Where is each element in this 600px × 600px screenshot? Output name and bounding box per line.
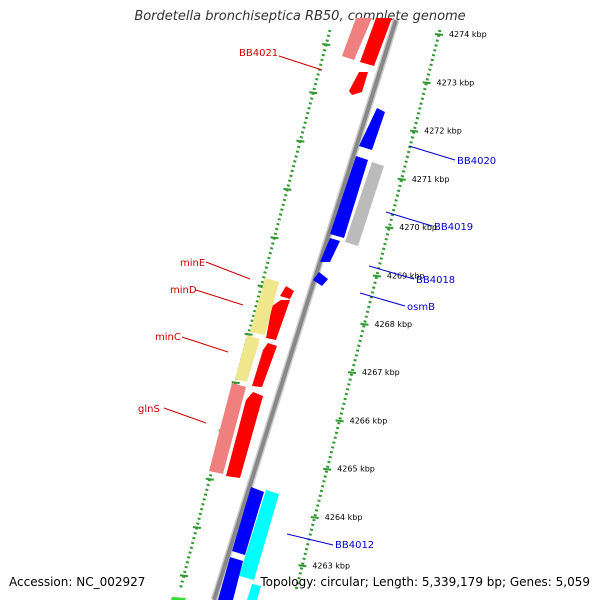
- gene-small-red-top[interactable]: [349, 72, 368, 95]
- ruler-tick: [372, 274, 381, 278]
- gene-mind[interactable]: [266, 300, 290, 340]
- inner-ruler-tick: [205, 477, 214, 481]
- ruler-tick-label: 4273 kbp: [437, 78, 475, 87]
- label-osmb[interactable]: osmB: [407, 302, 435, 313]
- gene-special-2: [235, 335, 260, 382]
- ruler-tick: [410, 129, 419, 133]
- inner-ruler-tick: [192, 526, 201, 529]
- leader-glns: [163, 407, 207, 424]
- gene-glns[interactable]: [226, 392, 263, 478]
- label-bb4018[interactable]: BB4018: [416, 275, 455, 286]
- ruler-tick: [434, 33, 444, 36]
- leader-bb4012: [286, 533, 334, 546]
- label-leaders: [163, 55, 456, 546]
- ruler-tick-label: 4272 kbp: [424, 127, 462, 136]
- leader-mind: [195, 289, 244, 306]
- gene-bb4021-rna[interactable]: [342, 18, 372, 60]
- gene-bb4012[interactable]: [232, 487, 264, 555]
- ruler-tick-label: 4270 kbp: [399, 223, 437, 232]
- ruler-tick-label: 4266 kbp: [350, 416, 388, 425]
- leader-bb4020: [408, 145, 456, 161]
- ruler-tick-label: 4263 kbp: [312, 561, 350, 570]
- label-glns[interactable]: glnS: [138, 404, 160, 415]
- ruler-tick: [360, 322, 369, 326]
- ruler-tick-label: 4267 kbp: [362, 368, 400, 377]
- ruler-tick: [347, 371, 357, 375]
- gene-bb4018[interactable]: [320, 238, 340, 262]
- label-mind[interactable]: minD: [170, 285, 197, 296]
- ruler-tick-label: 4269 kbp: [387, 272, 425, 281]
- ruler-ticks: 4274 kbp 4273 kbp 4272 kbp 4271 kbp 4270 kbp…: [179, 30, 487, 578]
- leader-bb4019: [385, 211, 433, 227]
- label-bb4019[interactable]: BB4019: [434, 222, 473, 233]
- leader-bb4021: [278, 55, 323, 71]
- label-minc[interactable]: minC: [155, 332, 181, 343]
- ruler-tick: [385, 226, 394, 230]
- inner-ruler-tick: [322, 43, 331, 46]
- gene-bb4019-pseudo[interactable]: [345, 162, 384, 246]
- inner-ruler-tick: [244, 332, 253, 336]
- inner-ruler-tick: [231, 381, 240, 385]
- gene-special-1: [250, 278, 279, 335]
- genome-backbone-core: [212, 19, 398, 600]
- label-bb4020[interactable]: BB4020: [457, 156, 496, 167]
- ruler-tick-label: 4264 kbp: [325, 513, 363, 522]
- gene-osmb[interactable]: [313, 272, 328, 286]
- ruler-tick: [323, 467, 332, 471]
- inner-ruler-tick: [270, 236, 279, 240]
- label-bb4012[interactable]: BB4012: [335, 540, 374, 551]
- ruler-tick-label: 4265 kbp: [337, 465, 375, 474]
- gene-rna-glns: [209, 383, 246, 474]
- inner-ruler-tick: [179, 574, 189, 578]
- ruler-tick-label: 4274 kbp: [449, 30, 487, 39]
- leader-bb4018: [368, 265, 415, 280]
- gene-blue-bottom[interactable]: [218, 557, 243, 600]
- topology-text: Topology: circular; Length: 5,339,179 bp…: [260, 575, 590, 589]
- accession-text: Accession: NC_002927: [9, 575, 146, 589]
- ruler-tick-label: 4271 kbp: [412, 175, 450, 184]
- inner-ruler-tick: [296, 139, 305, 143]
- ruler-tick: [397, 177, 406, 181]
- gene-mine[interactable]: [280, 286, 294, 299]
- leader-minc: [181, 336, 229, 353]
- leader-mine: [205, 261, 251, 280]
- ruler-tick: [310, 516, 319, 519]
- inner-ruler: [178, 29, 332, 591]
- leader-osmb: [359, 292, 406, 307]
- outer-ruler: [294, 29, 442, 591]
- ruler-tick: [335, 419, 344, 423]
- label-bb4021[interactable]: BB4021: [239, 48, 278, 59]
- ruler-tick-label: 4268 kbp: [374, 320, 412, 329]
- gene-bb4020[interactable]: [359, 108, 385, 150]
- gene-green-bottom[interactable]: [171, 597, 186, 600]
- ruler-tick: [422, 81, 431, 85]
- gene-minc[interactable]: [252, 343, 277, 387]
- inner-ruler-tick: [283, 187, 292, 191]
- ruler-tick: [298, 564, 307, 568]
- gene-bb4012-cyan[interactable]: [239, 490, 279, 580]
- inner-ruler-tick: [309, 91, 318, 95]
- gene-bb4019[interactable]: [330, 156, 368, 238]
- gene-cyan-bottom[interactable]: [247, 584, 261, 600]
- gene-bb4021[interactable]: [360, 18, 392, 66]
- label-mine[interactable]: minE: [180, 258, 205, 269]
